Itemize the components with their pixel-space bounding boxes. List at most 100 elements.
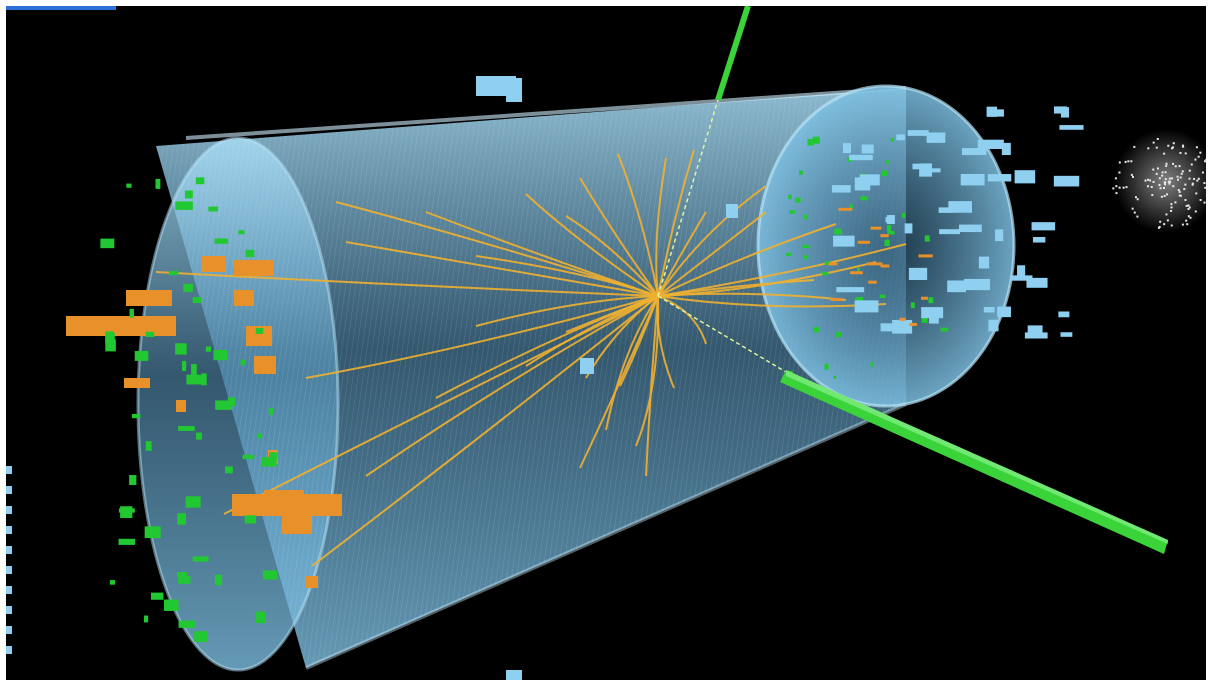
blue-energy-block [580, 358, 594, 374]
noise-point [1203, 201, 1206, 204]
noise-point [1158, 184, 1161, 187]
blue-energy-block [921, 168, 941, 173]
blue-energy-block [995, 109, 1004, 117]
track-line [565, 215, 659, 297]
blue-energy-block [849, 154, 873, 161]
blue-energy-block [896, 134, 905, 141]
noise-point [1170, 177, 1173, 180]
blue-energy-block [1053, 106, 1067, 114]
green-energy-block [134, 350, 149, 361]
orange-energy-block [828, 262, 838, 266]
orange-energy-block [246, 326, 272, 346]
noise-point [1114, 177, 1117, 180]
noise-point [1152, 168, 1155, 171]
noise-point [1184, 199, 1187, 202]
blue-energy-block [6, 646, 12, 654]
green-energy-block [184, 190, 193, 199]
noise-point [1180, 172, 1183, 175]
blue-energy-block [987, 174, 1012, 182]
green-energy-block [928, 297, 934, 304]
track-line [223, 295, 659, 515]
green-beam-dashed-upper [657, 99, 719, 297]
noise-point [1184, 152, 1187, 155]
blue-energy-block [854, 300, 879, 313]
green-energy-block [177, 513, 186, 525]
blue-energy-block [926, 132, 946, 143]
green-energy-block [799, 170, 803, 175]
green-energy-block [870, 362, 874, 367]
blue-energy-block [726, 204, 738, 218]
noise-point [1188, 177, 1191, 180]
blue-energy-block [1032, 236, 1046, 243]
noise-point [1179, 194, 1182, 197]
blue-energy-block [1001, 142, 1011, 156]
green-energy-block [807, 139, 815, 146]
track-line [425, 211, 659, 297]
noise-point [1182, 145, 1185, 148]
blue-energy-block [6, 486, 12, 494]
noise-point [1172, 142, 1175, 145]
orange-energy-block [176, 400, 186, 412]
green-energy-block [834, 228, 842, 235]
blue-energy-block [836, 287, 865, 293]
green-energy-block [208, 206, 218, 212]
blue-energy-block [6, 586, 12, 594]
noise-point [1177, 178, 1180, 181]
track-line [657, 292, 847, 301]
noise-point [1178, 194, 1181, 197]
blue-energy-block [939, 229, 961, 235]
green-energy-block [178, 575, 191, 584]
green-energy-block [910, 302, 915, 309]
noise-point [1164, 178, 1167, 181]
particle-tracks [155, 149, 907, 567]
green-energy-block [855, 296, 864, 304]
green-energy-block [164, 599, 179, 611]
orange-energy-block [909, 322, 918, 326]
noise-point [1112, 187, 1115, 190]
blue-energy-block [948, 201, 973, 213]
green-energy-block [786, 252, 792, 256]
blue-energy-block [831, 185, 851, 193]
detector-barrel [136, 84, 1016, 672]
green-energy-block [129, 308, 134, 318]
blue-energy-block [1027, 325, 1043, 335]
green-energy-block [176, 572, 188, 577]
blue-energy-block [995, 229, 1004, 242]
orange-energy-block [66, 316, 176, 336]
noise-point [1170, 224, 1173, 227]
noise-point [1152, 141, 1155, 144]
track-line [311, 295, 659, 567]
noise-point [1165, 164, 1168, 167]
noise-point [1168, 177, 1171, 180]
orange-energy-block [306, 576, 318, 588]
track-line [657, 185, 767, 297]
blue-energy-block [938, 207, 953, 213]
green-energy-block [132, 414, 141, 419]
orange-energy-block [124, 378, 150, 388]
noise-point [1134, 196, 1137, 199]
green-energy-block [884, 239, 890, 247]
noise-point [1170, 209, 1173, 212]
noise-point [1181, 223, 1184, 226]
green-energy-block [789, 210, 796, 214]
noise-point [1164, 183, 1167, 186]
track-line [305, 295, 659, 379]
noise-point [1166, 193, 1169, 196]
noise-point [1179, 151, 1182, 154]
orange-energy-block [126, 290, 172, 306]
noise-cluster [6, 129, 1206, 654]
noise-point [1177, 189, 1180, 192]
track-line [619, 295, 659, 387]
noise-point [1174, 201, 1177, 204]
noise-point [1187, 204, 1190, 207]
track-line [155, 271, 659, 297]
green-energy-block [144, 615, 149, 623]
noise-point [1191, 182, 1194, 185]
blue-energy-block [912, 163, 924, 170]
noise-point [1146, 185, 1149, 188]
green-energy-block [182, 360, 187, 371]
green-energy-block [150, 592, 164, 600]
green-energy-block [196, 432, 202, 440]
noise-point [1176, 175, 1179, 178]
green-energy-block [255, 611, 265, 624]
